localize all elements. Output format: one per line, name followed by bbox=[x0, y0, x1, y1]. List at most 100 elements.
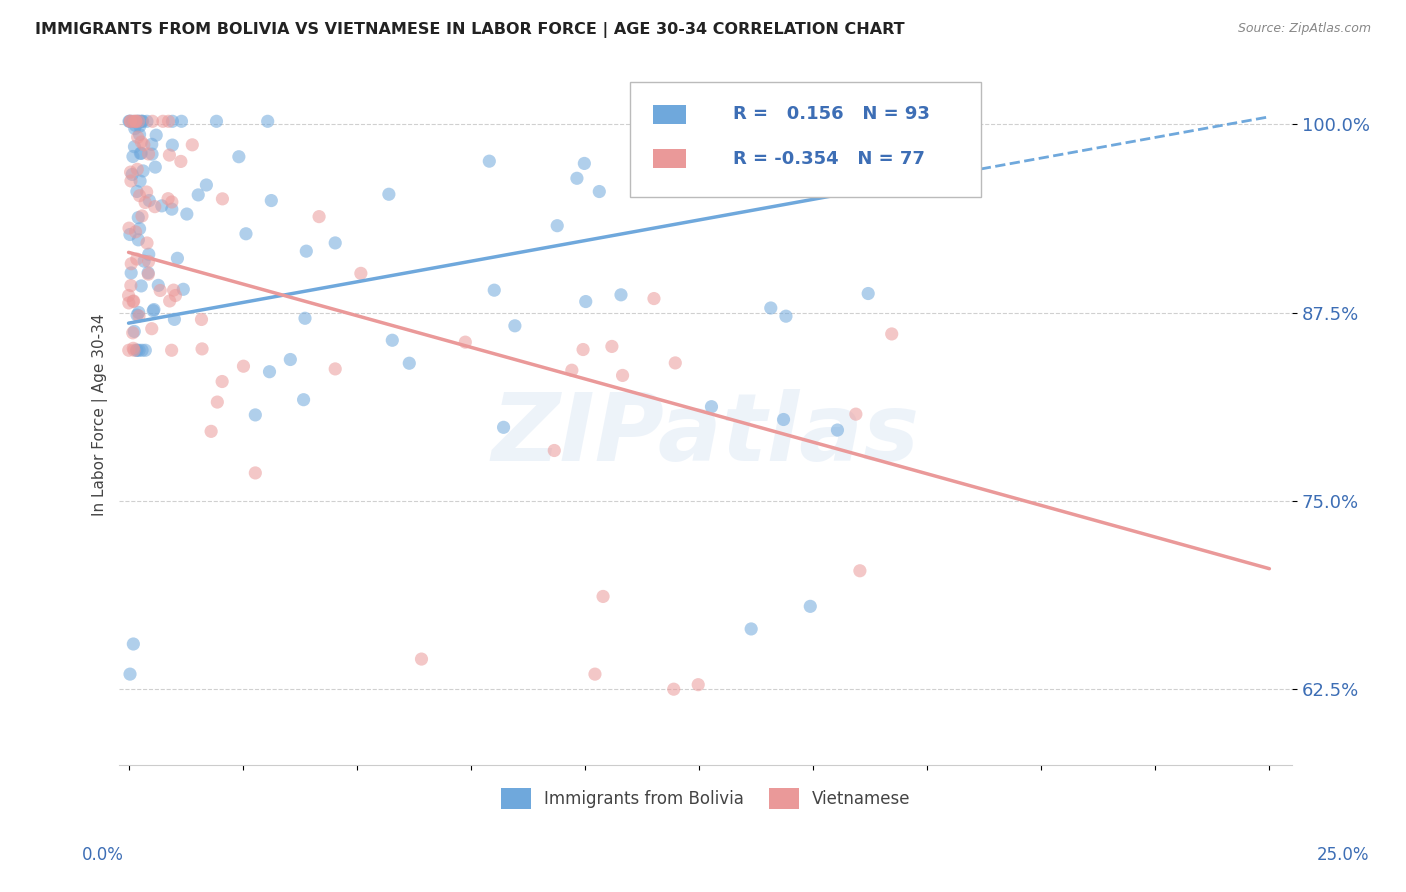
Point bbox=[127, 211, 149, 225]
Point bbox=[131, 114, 153, 128]
Point bbox=[187, 188, 209, 202]
Point bbox=[128, 221, 150, 235]
Point bbox=[200, 425, 222, 439]
Point bbox=[232, 359, 254, 374]
Point bbox=[142, 303, 165, 318]
Point bbox=[295, 244, 318, 259]
Point bbox=[136, 235, 159, 250]
Point bbox=[165, 288, 187, 302]
Point bbox=[294, 311, 316, 326]
Text: R = -0.354   N = 77: R = -0.354 N = 77 bbox=[733, 150, 925, 168]
Point bbox=[600, 339, 623, 353]
Point bbox=[127, 162, 149, 177]
Point bbox=[492, 420, 515, 434]
Point bbox=[256, 114, 278, 128]
Point bbox=[129, 114, 152, 128]
Point bbox=[612, 368, 634, 383]
Point bbox=[120, 165, 142, 179]
Point bbox=[143, 160, 166, 174]
Point bbox=[148, 278, 170, 293]
Point bbox=[125, 252, 148, 266]
Point bbox=[775, 309, 797, 323]
Point bbox=[162, 114, 184, 128]
Point bbox=[118, 114, 141, 128]
Point bbox=[207, 395, 229, 409]
Point bbox=[280, 352, 302, 367]
Point bbox=[688, 678, 710, 692]
Point bbox=[124, 139, 146, 153]
Point bbox=[149, 284, 172, 298]
Text: 0.0%: 0.0% bbox=[82, 846, 124, 863]
Point bbox=[561, 363, 583, 377]
Point bbox=[150, 199, 173, 213]
Point bbox=[880, 326, 903, 341]
Point bbox=[610, 288, 633, 302]
Point bbox=[592, 590, 614, 604]
Point bbox=[827, 423, 849, 437]
Point bbox=[122, 294, 145, 309]
Point bbox=[122, 114, 145, 128]
Point bbox=[131, 135, 153, 149]
Point bbox=[152, 114, 174, 128]
Point bbox=[845, 407, 868, 421]
Point bbox=[128, 128, 150, 142]
Point bbox=[121, 326, 143, 340]
Point bbox=[118, 221, 141, 235]
Point bbox=[121, 168, 143, 182]
Y-axis label: In Labor Force | Age 30-34: In Labor Force | Age 30-34 bbox=[93, 313, 108, 516]
Point bbox=[411, 652, 433, 666]
Point bbox=[141, 114, 163, 128]
Point bbox=[132, 164, 155, 178]
Point bbox=[211, 192, 233, 206]
Point bbox=[157, 114, 180, 128]
Point bbox=[575, 294, 598, 309]
Point bbox=[138, 147, 160, 161]
Point bbox=[160, 343, 183, 358]
Point bbox=[120, 114, 142, 128]
Point bbox=[259, 365, 281, 379]
Point bbox=[856, 286, 879, 301]
Point bbox=[662, 682, 685, 697]
FancyBboxPatch shape bbox=[630, 81, 981, 197]
Point bbox=[350, 266, 373, 280]
Point bbox=[195, 178, 218, 192]
Point bbox=[191, 342, 214, 356]
Point bbox=[170, 154, 193, 169]
Text: 25.0%: 25.0% bbox=[1316, 846, 1369, 863]
Point bbox=[121, 114, 143, 128]
Point bbox=[759, 301, 782, 315]
Point bbox=[120, 114, 142, 128]
Point bbox=[125, 343, 148, 358]
Point bbox=[132, 137, 155, 152]
Point bbox=[134, 195, 156, 210]
Point bbox=[125, 185, 148, 199]
Point bbox=[849, 564, 872, 578]
Point bbox=[176, 207, 198, 221]
Legend: Immigrants from Bolivia, Vietnamese: Immigrants from Bolivia, Vietnamese bbox=[494, 781, 918, 815]
Point bbox=[120, 257, 142, 271]
Point bbox=[157, 148, 180, 162]
Point bbox=[323, 235, 346, 250]
Point bbox=[129, 174, 152, 188]
Point bbox=[122, 294, 145, 309]
Point bbox=[235, 227, 257, 241]
Point bbox=[308, 210, 330, 224]
Point bbox=[117, 288, 139, 302]
Point bbox=[125, 114, 148, 128]
Point bbox=[125, 114, 148, 128]
Point bbox=[125, 343, 148, 358]
Point bbox=[120, 278, 142, 293]
Point bbox=[118, 343, 141, 358]
Point bbox=[138, 267, 160, 281]
Point bbox=[503, 318, 526, 333]
Point bbox=[127, 130, 149, 145]
Point bbox=[190, 312, 212, 326]
Point bbox=[127, 233, 149, 247]
Point bbox=[125, 308, 148, 322]
Point bbox=[799, 599, 821, 614]
Point bbox=[163, 312, 186, 326]
Point bbox=[128, 114, 150, 128]
Point bbox=[128, 119, 150, 133]
Point bbox=[478, 154, 501, 169]
Point bbox=[129, 279, 152, 293]
